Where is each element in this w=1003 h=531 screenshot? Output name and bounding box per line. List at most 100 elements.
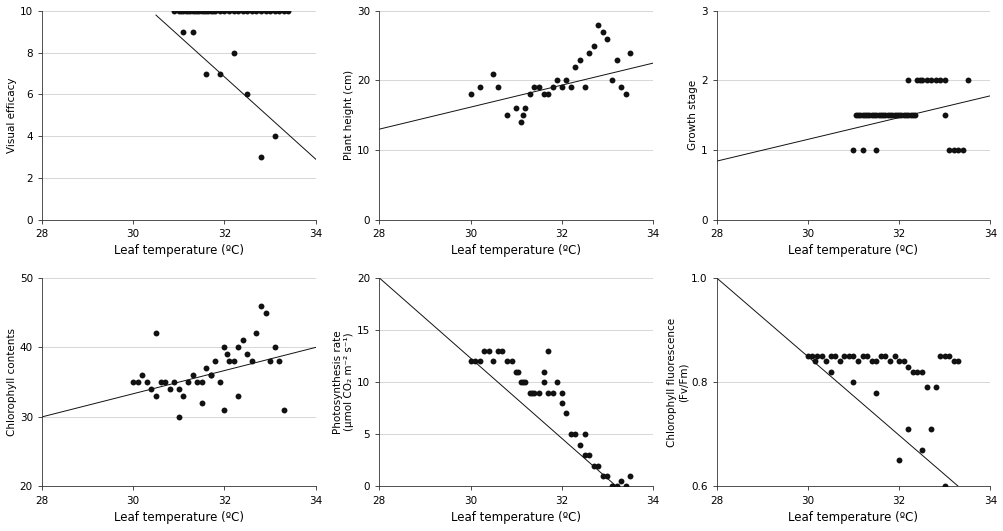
Point [576, 83, 592, 92]
Y-axis label: Chlorophyll fluorescence
(Fv/Fm): Chlorophyll fluorescence (Fv/Fm) [666, 318, 688, 447]
Point [513, 118, 529, 126]
Point [897, 111, 913, 119]
Point [563, 430, 579, 439]
Point [821, 352, 838, 361]
Point [841, 352, 857, 361]
Point [189, 7, 205, 15]
Point [147, 329, 163, 338]
Point [613, 83, 629, 92]
Point [161, 385, 178, 393]
Point [886, 111, 902, 119]
Point [936, 76, 952, 85]
Point [262, 357, 278, 365]
Point [585, 41, 601, 50]
Point [572, 55, 588, 64]
Point [613, 477, 629, 485]
Point [198, 69, 214, 78]
Point [617, 90, 633, 99]
Point [194, 399, 210, 407]
Point [253, 7, 269, 15]
Point [544, 83, 560, 92]
Point [189, 378, 205, 387]
Point [480, 347, 496, 355]
Point [280, 7, 296, 15]
Point [604, 76, 620, 85]
Point [462, 357, 478, 365]
Point [581, 451, 597, 459]
Point [863, 111, 879, 119]
Point [875, 111, 891, 119]
Point [918, 383, 934, 392]
Point [868, 388, 884, 397]
Point [854, 146, 870, 155]
Point [504, 357, 520, 365]
Point [599, 472, 615, 480]
Point [267, 343, 283, 352]
Point [856, 111, 872, 119]
Point [549, 378, 565, 387]
Point [484, 357, 500, 365]
Point [622, 48, 638, 57]
Y-axis label: Plant height (cm): Plant height (cm) [344, 70, 354, 160]
Point [859, 111, 875, 119]
Point [522, 90, 538, 99]
Point [872, 111, 888, 119]
Point [567, 430, 583, 439]
Point [870, 111, 886, 119]
Point [176, 7, 192, 15]
Point [248, 329, 264, 338]
Point [922, 76, 938, 85]
Point [861, 111, 877, 119]
Point [879, 111, 895, 119]
Point [248, 7, 264, 15]
Point [558, 409, 574, 418]
Point [257, 7, 273, 15]
Point [138, 378, 154, 387]
Point [812, 352, 828, 361]
Point [891, 111, 907, 119]
Point [535, 367, 551, 376]
Point [835, 352, 852, 361]
Point [936, 111, 952, 119]
Point [936, 482, 952, 491]
Point [852, 111, 868, 119]
Point [906, 111, 922, 119]
Point [484, 69, 500, 78]
Point [604, 482, 620, 491]
Point [508, 104, 524, 113]
Point [221, 357, 237, 365]
Point [902, 111, 918, 119]
Point [850, 357, 866, 365]
X-axis label: Leaf temperature (ºC): Leaf temperature (ºC) [450, 244, 581, 257]
Point [904, 111, 920, 119]
Point [599, 35, 615, 43]
Point [498, 357, 515, 365]
Point [911, 76, 927, 85]
Point [594, 28, 610, 36]
Point [850, 111, 866, 119]
Point [535, 378, 551, 387]
Point [173, 7, 189, 15]
Point [913, 76, 929, 85]
Point [217, 406, 233, 414]
Point [147, 392, 163, 400]
Point [945, 146, 961, 155]
Point [881, 357, 897, 365]
Point [884, 111, 900, 119]
Point [471, 357, 487, 365]
Point [156, 378, 173, 387]
Y-axis label: Growth stage: Growth stage [687, 80, 697, 150]
Point [895, 357, 911, 365]
Point [217, 7, 233, 15]
Point [826, 352, 843, 361]
Point [803, 352, 819, 361]
Point [581, 48, 597, 57]
Point [895, 111, 911, 119]
Point [872, 352, 888, 361]
Point [203, 7, 219, 15]
Point [563, 83, 579, 92]
Point [244, 357, 260, 365]
Point [171, 7, 187, 15]
Point [522, 388, 538, 397]
Point [267, 7, 283, 15]
